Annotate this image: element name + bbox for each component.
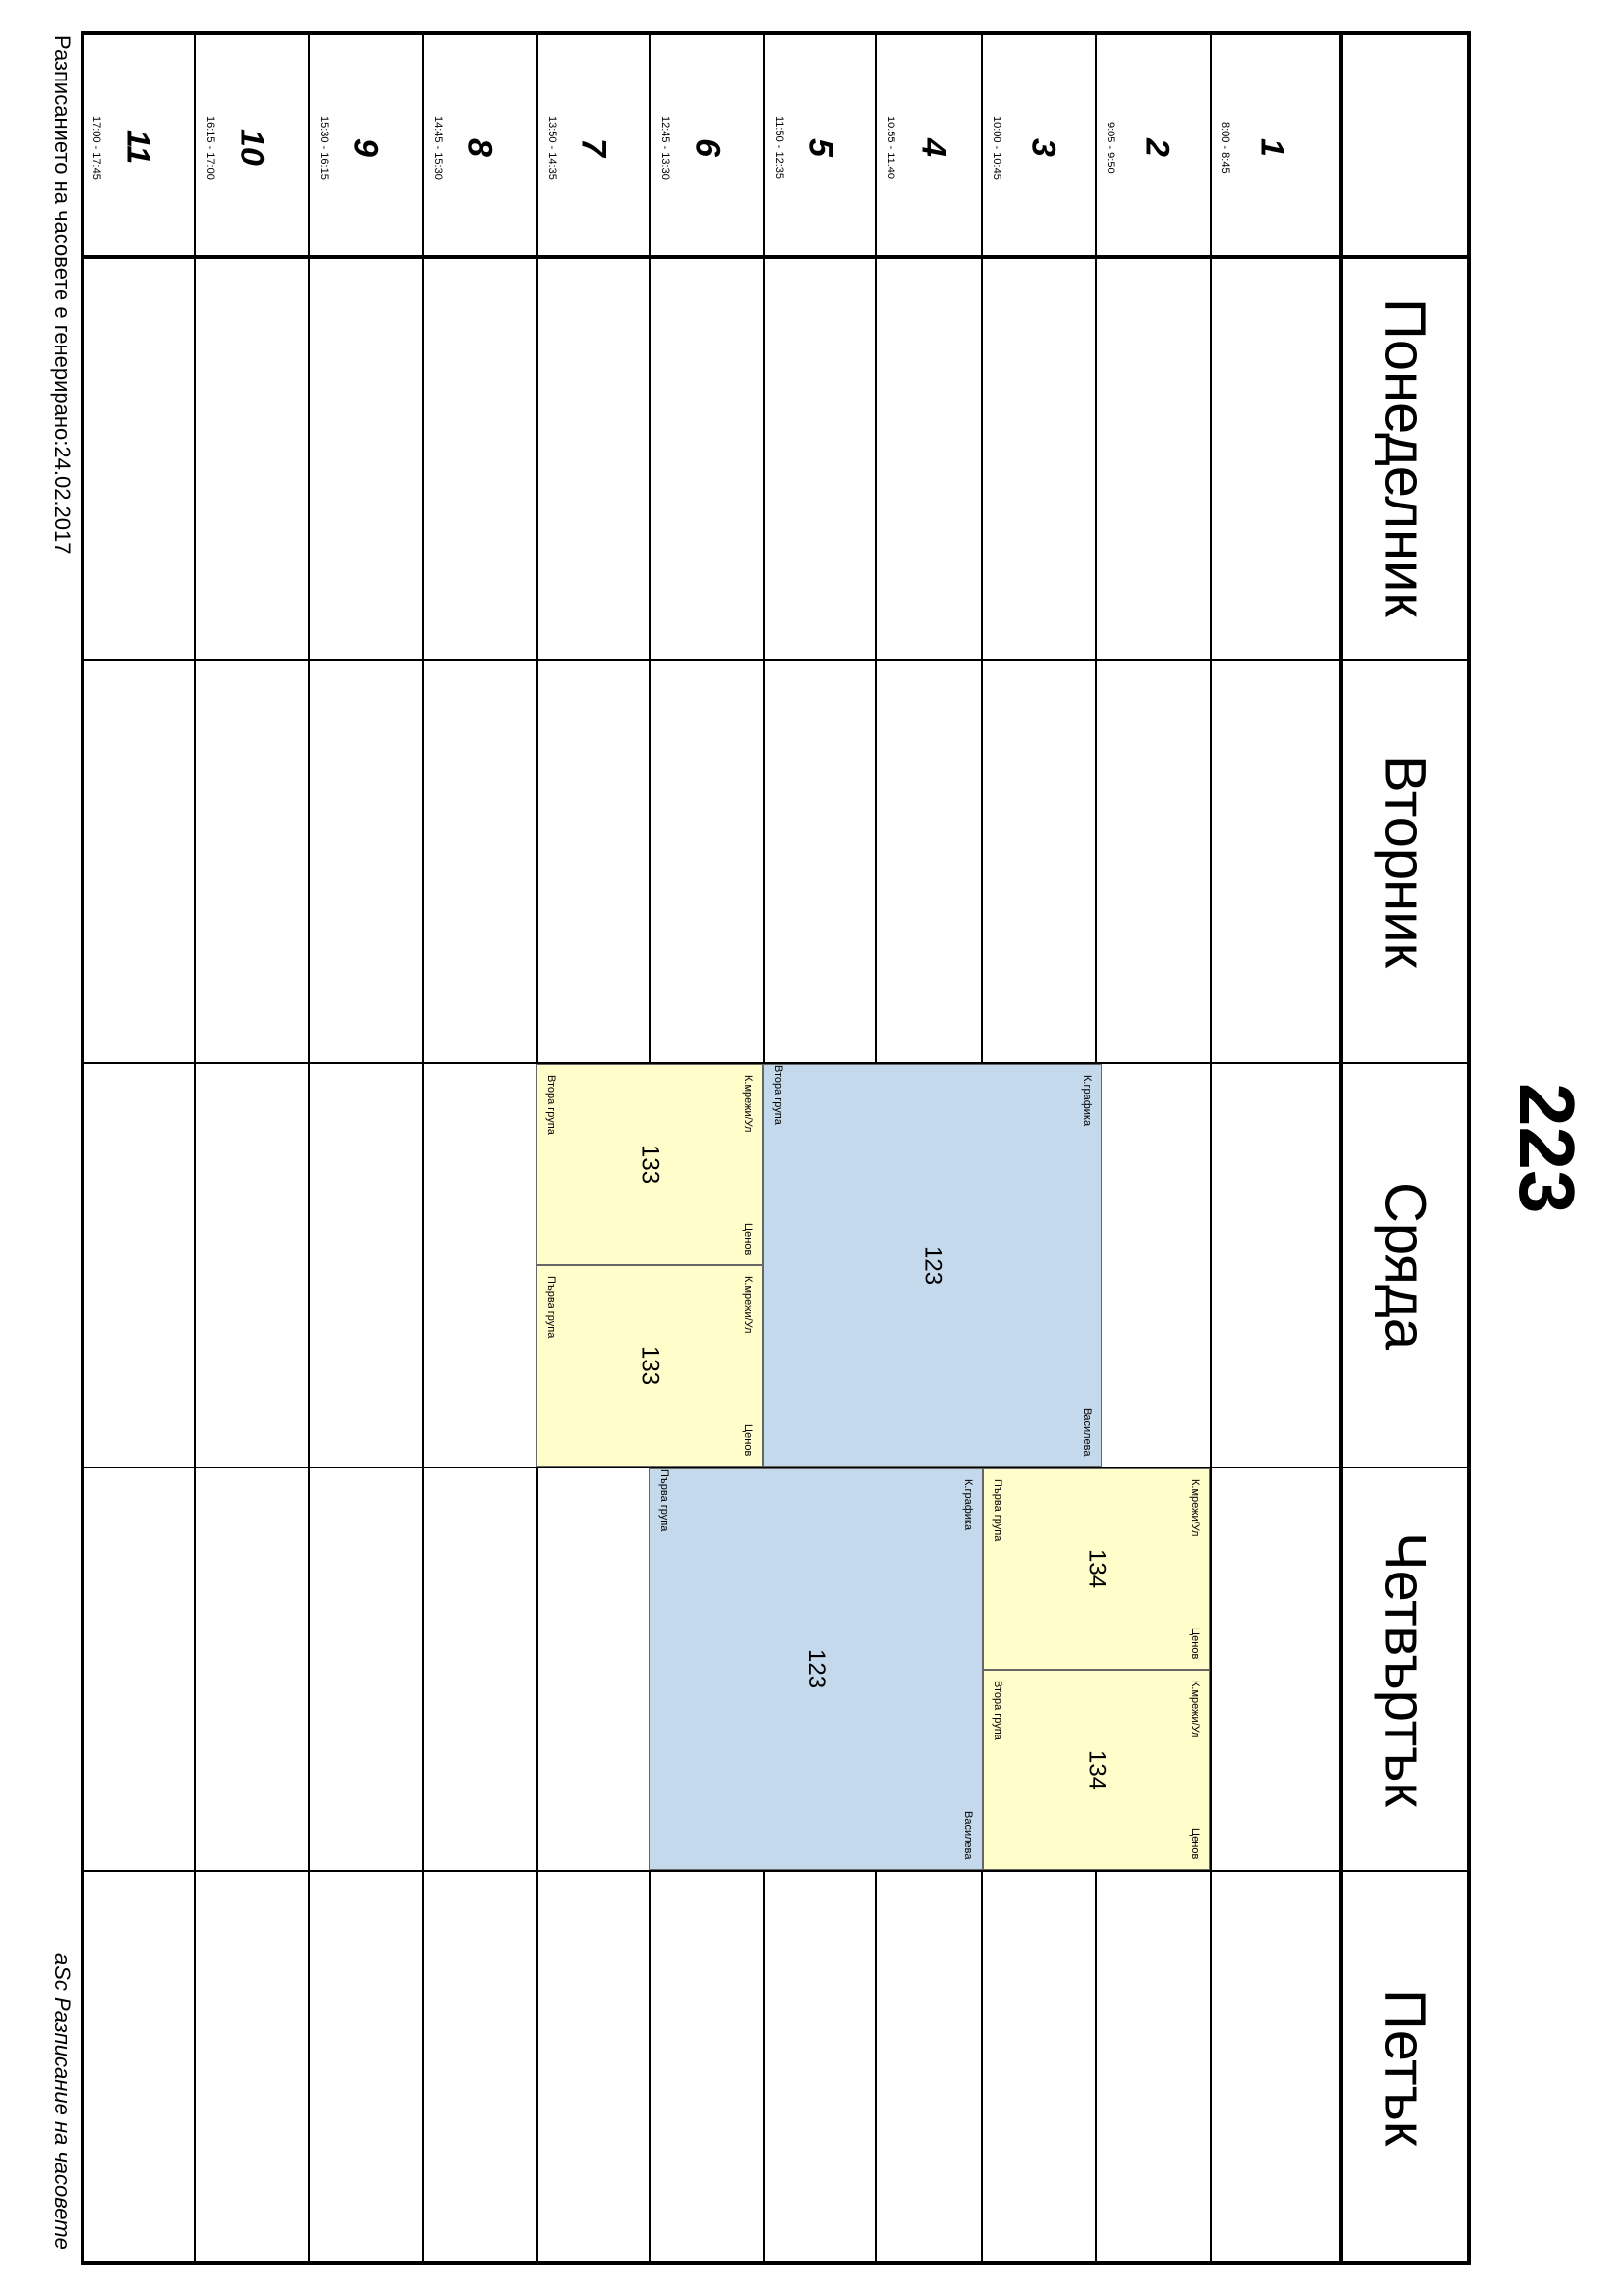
period-number: 8 — [460, 137, 499, 157]
lesson-subject: К.мрежи/Ул — [1189, 1681, 1201, 1738]
lesson-teacher: Ценов — [1189, 1627, 1201, 1659]
grid-divider — [308, 31, 310, 2265]
lesson-room: 134 — [1083, 1549, 1110, 1589]
day-header-tuesday: Вторник — [1373, 755, 1437, 968]
period-number: 2 — [1138, 137, 1176, 157]
period-number: 7 — [574, 137, 613, 157]
grid-divider — [194, 31, 196, 2265]
lesson-group: Втора група — [545, 1075, 557, 1135]
lesson-subject: К.графика — [962, 1479, 974, 1531]
lesson-room: 134 — [1083, 1749, 1110, 1790]
period-number: 5 — [801, 137, 839, 157]
day-header-wednesday: Сряда — [1373, 1181, 1437, 1350]
grid-divider — [1210, 31, 1212, 2265]
period-time: 12:45 - 13:30 — [659, 115, 671, 180]
lesson-thu-networks-a[interactable]: К.мрежи/Ул Ценов 134 Първа група — [983, 1468, 1210, 1670]
lesson-teacher: Ценов — [1189, 1827, 1201, 1859]
lesson-teacher: Василева — [962, 1810, 974, 1859]
period-time: 15:30 - 16:15 — [318, 115, 330, 180]
day-header-friday: Петък — [1373, 1988, 1437, 2147]
lesson-room: 133 — [636, 1346, 664, 1386]
period-time: 11:50 - 12:35 — [773, 115, 784, 179]
lesson-subject: К.мрежи/Ул — [742, 1276, 754, 1334]
grid-divider — [81, 1062, 1471, 1064]
lesson-room: 123 — [803, 1649, 830, 1689]
period-number: 9 — [347, 137, 385, 157]
lesson-teacher: Василева — [1081, 1407, 1093, 1456]
lesson-wed-networks-b[interactable]: К.мрежи/Ул Ценов 133 Първа група — [536, 1265, 763, 1467]
lesson-teacher: Ценов — [742, 1222, 754, 1255]
period-time: 9:05 - 9:50 — [1105, 121, 1116, 174]
period-time: 16:15 - 17:00 — [204, 115, 216, 180]
grid-divider — [81, 659, 1471, 661]
period-time: 10:55 - 11:40 — [885, 115, 896, 179]
lesson-room: 133 — [636, 1145, 664, 1185]
period-number: 4 — [914, 137, 952, 157]
lesson-group: Втора група — [772, 1065, 784, 1125]
period-time: 17:00 - 17:45 — [90, 115, 102, 180]
page-title: 223 — [1503, 1083, 1591, 1214]
period-number: 3 — [1024, 137, 1062, 157]
brand-note: aSc Разписание на часовете — [50, 1953, 75, 2250]
lesson-group: Първа група — [545, 1276, 557, 1339]
lesson-subject: К.мрежи/Ул — [1189, 1479, 1201, 1537]
period-number: 10 — [233, 129, 271, 166]
grid-divider — [81, 1467, 1471, 1468]
period-time: 8:00 - 8:45 — [1219, 121, 1231, 174]
lesson-wed-networks-a[interactable]: К.мрежи/Ул Ценов 133 Втора група — [536, 1064, 763, 1265]
period-time: 10:00 - 10:45 — [991, 115, 1002, 180]
period-time: 14:45 - 15:30 — [432, 115, 444, 180]
day-header-thursday: Четвъртък — [1373, 1531, 1437, 1807]
lesson-group: Втора група — [992, 1681, 1003, 1740]
period-number: 11 — [119, 130, 157, 165]
lesson-room: 123 — [919, 1245, 947, 1286]
lesson-teacher: Ценов — [742, 1423, 754, 1456]
generated-note: Разписанието на часовете е генерирано:24… — [50, 35, 75, 555]
lesson-subject: К.графика — [1081, 1075, 1093, 1127]
lesson-wed-graphics[interactable]: К.графика Василева 123 Втора група — [763, 1064, 1102, 1467]
lesson-thu-graphics[interactable]: К.графика Василева 123 Първа група — [649, 1468, 983, 1870]
lesson-subject: К.мрежи/Ул — [742, 1075, 754, 1133]
grid-divider — [81, 1870, 1471, 1872]
period-time: 13:50 - 14:35 — [546, 115, 558, 180]
lesson-thu-networks-b[interactable]: К.мрежи/Ул Ценов 134 Втора група — [983, 1670, 1210, 1870]
timetable-grid — [81, 31, 1471, 2265]
grid-divider — [422, 31, 424, 2265]
day-header-monday: Понеделник — [1373, 298, 1437, 617]
lesson-group: Първа група — [658, 1469, 670, 1532]
lesson-group: Първа група — [992, 1479, 1003, 1542]
period-number: 6 — [688, 137, 727, 157]
grid-divider — [81, 255, 1471, 259]
grid-divider — [1339, 31, 1343, 2265]
period-number: 1 — [1253, 137, 1291, 157]
